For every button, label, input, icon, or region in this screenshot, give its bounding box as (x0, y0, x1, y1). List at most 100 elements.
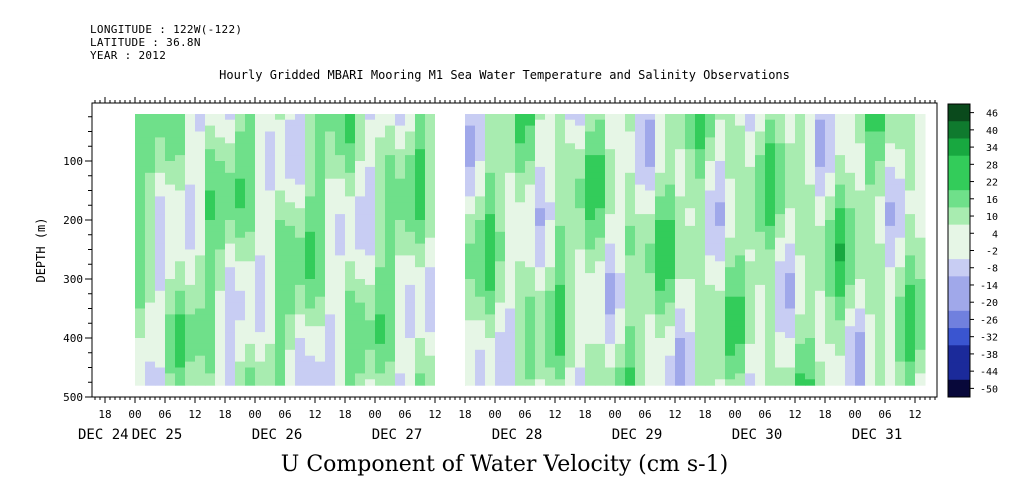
heatmap-cell (295, 255, 306, 262)
heatmap-cell (385, 284, 396, 292)
heatmap-cell (155, 196, 166, 203)
heatmap-cell (875, 202, 886, 209)
heatmap-cell (485, 190, 496, 197)
heatmap-cell (245, 326, 256, 333)
heatmap-cell (635, 237, 646, 245)
heatmap-cell (355, 273, 366, 280)
heatmap-cell (525, 338, 536, 345)
heatmap-cell (795, 137, 806, 144)
heatmap-cell (695, 343, 706, 351)
heatmap-cell (465, 255, 476, 262)
heatmap-cell (805, 290, 816, 298)
heatmap-cell (355, 166, 366, 174)
heatmap-cell (855, 302, 866, 309)
data-gap (93, 389, 936, 396)
heatmap-cell (715, 343, 726, 351)
heatmap-cell (555, 290, 566, 298)
heatmap-cell (695, 237, 706, 245)
heatmap-cell (275, 261, 286, 268)
heatmap-cell (615, 119, 626, 127)
heatmap-cell (555, 196, 566, 203)
heatmap-cell (865, 284, 876, 292)
heatmap-cell (285, 231, 296, 239)
heatmap-cell (515, 172, 526, 180)
heatmap-cell (275, 137, 286, 144)
heatmap-cell (825, 166, 836, 174)
heatmap-cell (345, 302, 356, 309)
heatmap-cell (775, 296, 786, 304)
colorbar-label: 34 (986, 143, 998, 154)
heatmap-cell (765, 373, 776, 380)
heatmap-cell (905, 214, 916, 221)
heatmap-cell (715, 184, 726, 191)
heatmap-cell (765, 225, 776, 233)
heatmap-cell (205, 155, 216, 162)
heatmap-cell (165, 326, 176, 333)
heatmap-cell (195, 202, 206, 209)
heatmap-cell (295, 113, 306, 121)
heatmap-cell (825, 214, 836, 221)
heatmap-cell (395, 125, 406, 132)
colorbar-swatch (948, 121, 970, 139)
heatmap-cell (855, 137, 866, 144)
heatmap-cell (155, 267, 166, 274)
heatmap-cell (825, 373, 836, 380)
heatmap-cell (475, 273, 486, 280)
heatmap-cell (655, 178, 666, 186)
heatmap-cell (145, 178, 156, 186)
heatmap-cell (915, 231, 926, 239)
heatmap-cell (305, 255, 316, 262)
heatmap-cell (155, 302, 166, 309)
heatmap-cell (405, 202, 416, 209)
heatmap-cell (525, 149, 536, 156)
colorbar-label: -38 (980, 350, 998, 361)
heatmap-cell (365, 202, 376, 209)
heatmap-cell (385, 184, 396, 191)
heatmap-cell (755, 338, 766, 345)
heatmap-cell (525, 196, 536, 203)
heatmap-cell (575, 349, 586, 357)
heatmap-cell (805, 237, 816, 245)
heatmap-cell (185, 184, 196, 191)
heatmap-cell (815, 320, 826, 327)
heatmap-cell (275, 113, 286, 121)
heatmap-cell (245, 119, 256, 127)
heatmap-cell (585, 208, 596, 215)
heatmap-cell (865, 208, 876, 215)
heatmap-cell (145, 231, 156, 239)
heatmap-cell (745, 314, 756, 321)
heatmap-cell (615, 178, 626, 186)
heatmap-cell (315, 166, 326, 174)
heatmap-cell (695, 220, 706, 227)
heatmap-cell (135, 373, 146, 380)
heatmap-cell (495, 225, 506, 233)
heatmap-cell (355, 355, 366, 363)
heatmap-cell (545, 149, 556, 156)
heatmap-cell (665, 113, 676, 121)
heatmap-cell (565, 137, 576, 144)
heatmap-cell (265, 178, 276, 186)
heatmap-cell (625, 243, 636, 250)
heatmap-cell (205, 308, 216, 315)
heatmap-cell (795, 349, 806, 357)
heatmap-cell (795, 326, 806, 333)
heatmap-cell (155, 161, 166, 168)
heatmap-cell (175, 338, 186, 345)
heatmap-cell (175, 320, 186, 327)
heatmap-cell (505, 355, 516, 363)
heatmap-cell (565, 249, 576, 256)
heatmap-cell (175, 367, 186, 374)
heatmap-cell (725, 243, 736, 250)
heatmap-cell (765, 320, 776, 327)
heatmap-cell (905, 267, 916, 274)
heatmap-cell (595, 113, 606, 121)
heatmap-cell (345, 196, 356, 203)
heatmap-cell (845, 367, 856, 374)
heatmap-cell (535, 267, 546, 274)
heatmap-cell (135, 113, 146, 121)
heatmap-cell (715, 161, 726, 168)
heatmap-cell (635, 349, 646, 357)
heatmap-cell (825, 320, 836, 327)
heatmap-cell (825, 172, 836, 180)
heatmap-cell (505, 296, 516, 304)
